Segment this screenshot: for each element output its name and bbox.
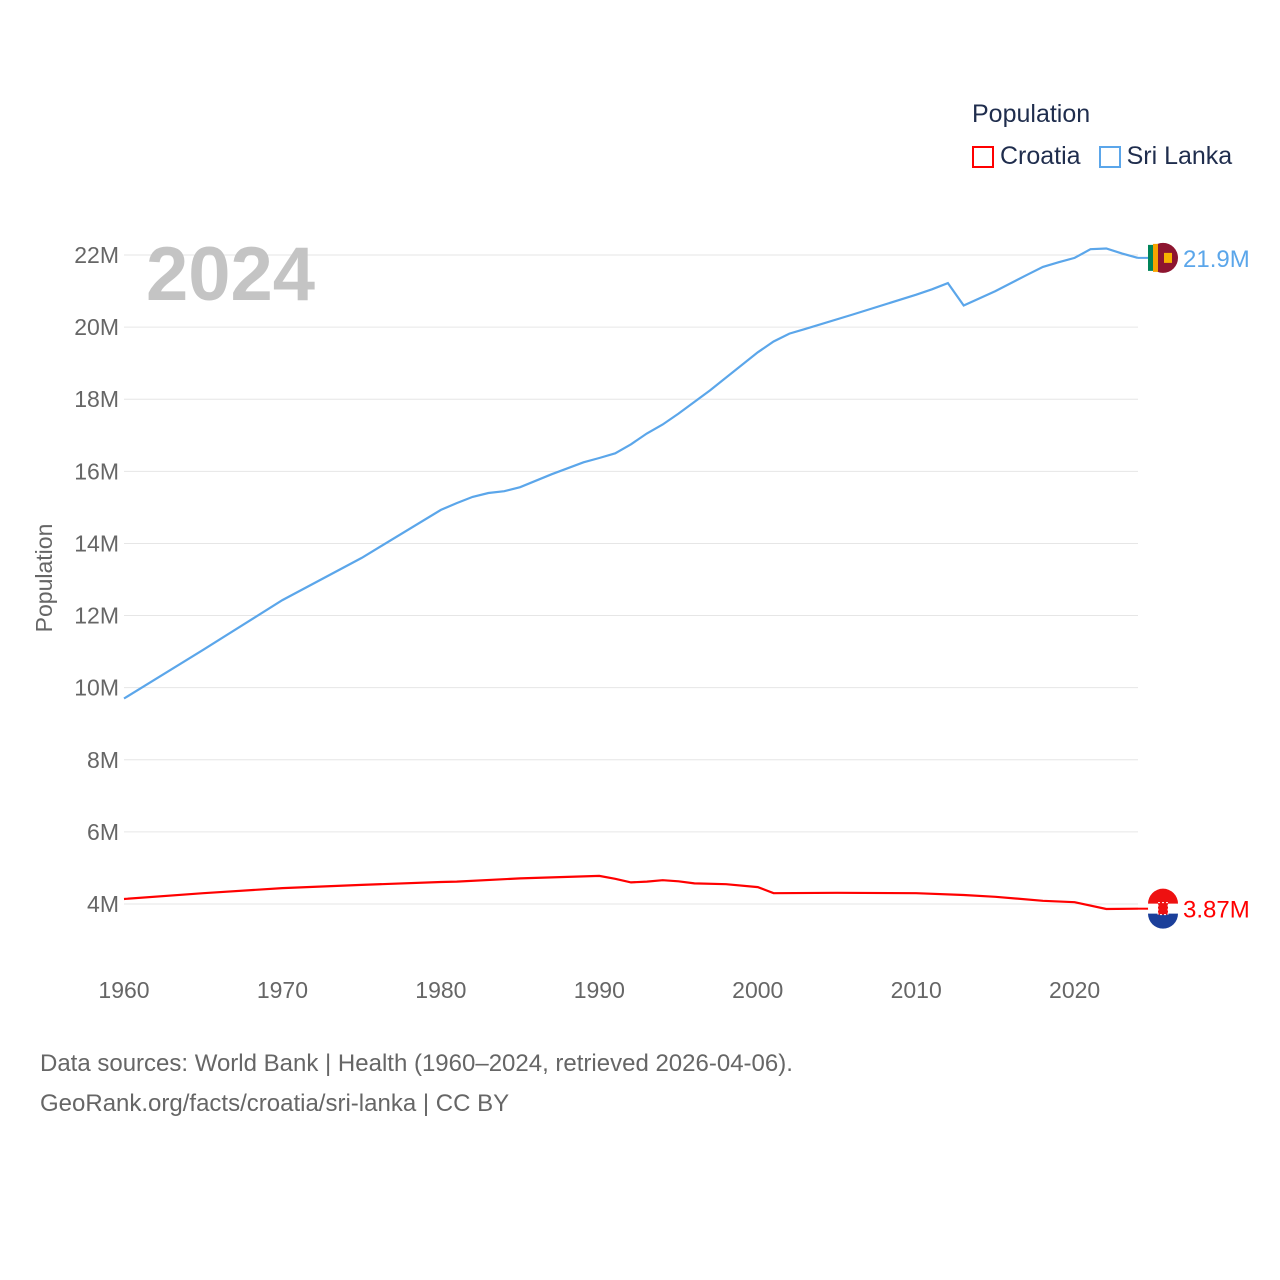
series-end-label: 21.9M [1183, 246, 1250, 273]
x-tick-label: 1970 [257, 977, 308, 1003]
footer: Data sources: World Bank | Health (1960–… [40, 1044, 793, 1124]
legend-item-sri-lanka[interactable]: Sri Lanka [1098, 142, 1233, 171]
year-label: 2024 [146, 232, 315, 317]
legend-swatch-croatia [972, 145, 994, 168]
x-tick-label: 1960 [98, 977, 149, 1003]
y-tick-label: 20M [74, 314, 119, 340]
legend-title: Population [972, 100, 1091, 128]
y-tick-label: 18M [74, 386, 119, 412]
attribution-link[interactable]: GeoRank.org/facts/croatia/sri-lanka | CC… [40, 1090, 510, 1117]
data-source-text: Data sources: World Bank | Health (1960–… [40, 1050, 793, 1077]
flag-stripe [1148, 888, 1178, 904]
y-tick-label: 6M [87, 819, 119, 845]
legend-label: Croatia [1000, 142, 1081, 170]
series-end-label: 3.87M [1183, 897, 1250, 924]
legend-item-croatia[interactable]: Croatia [972, 142, 1081, 171]
legend-swatch-sri-lanka [1098, 145, 1121, 168]
y-tick-label: 8M [87, 747, 119, 773]
series-line-sri-lanka [123, 247, 1139, 700]
flag-stripe [1148, 913, 1178, 929]
y-tick-label: 4M [87, 891, 119, 917]
y-tick-label: 22M [74, 242, 119, 268]
y-tick-label: 10M [74, 675, 119, 701]
y-tick-label: 16M [74, 458, 119, 484]
y-tick-label: 12M [74, 603, 119, 629]
flag-stripe [1153, 243, 1158, 272]
flag-lion [1164, 252, 1172, 263]
x-tick-label: 2010 [891, 977, 942, 1003]
y-axis-title: Population [31, 524, 57, 633]
x-tick-label: 2000 [732, 977, 783, 1003]
legend: Croatia Sri Lanka [972, 142, 1232, 171]
x-tick-label: 2020 [1049, 977, 1100, 1003]
x-tick-label: 1980 [415, 977, 466, 1003]
legend-label: Sri Lanka [1126, 142, 1233, 170]
y-tick-label: 14M [74, 530, 119, 556]
x-tick-label: 1990 [574, 977, 625, 1003]
flag-shield [1157, 902, 1169, 916]
series-line-croatia [123, 874, 1139, 911]
flag-stripe [1148, 244, 1153, 271]
